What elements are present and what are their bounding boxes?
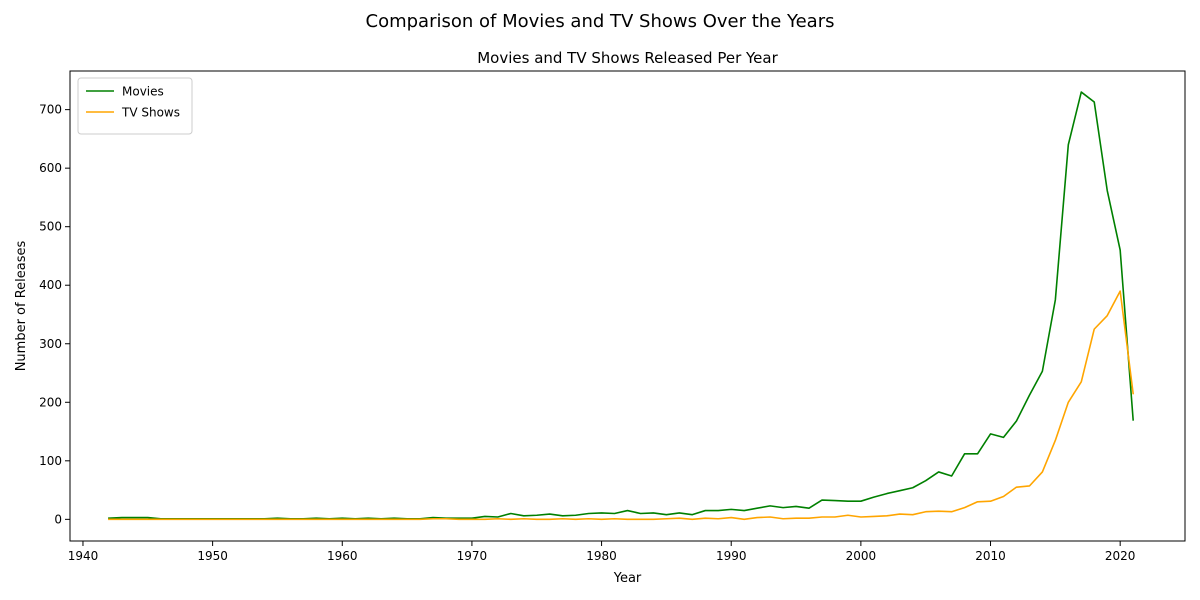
x-tick-label: 1970 xyxy=(457,549,488,563)
legend-frame xyxy=(77,77,193,135)
y-tick-label: 400 xyxy=(39,278,62,292)
legend-label-movies: Movies xyxy=(122,85,164,99)
y-tick-label: 0 xyxy=(54,512,62,526)
figure-suptitle: Comparison of Movies and TV Shows Over t… xyxy=(366,11,835,32)
y-tick-label: 600 xyxy=(39,161,62,175)
x-tick-label: 2000 xyxy=(846,549,877,563)
x-tick-label: 1990 xyxy=(716,549,747,563)
x-tick-label: 2020 xyxy=(1105,549,1136,563)
legend-label-tv-shows: TV Shows xyxy=(121,106,180,120)
y-tick-label: 700 xyxy=(39,103,62,117)
chart-title: Movies and TV Shows Released Per Year xyxy=(477,49,778,67)
y-tick-label: 200 xyxy=(39,395,62,409)
y-tick-label: 300 xyxy=(39,337,62,351)
legend: Movies TV Shows xyxy=(77,77,193,135)
x-tick-label: 1980 xyxy=(586,549,617,563)
x-tick-label: 1960 xyxy=(327,549,358,563)
x-tick-label: 1940 xyxy=(68,549,99,563)
y-axis-label: Number of Releases xyxy=(14,240,29,371)
y-tick-label: 500 xyxy=(39,220,62,234)
series-line-movies xyxy=(108,91,1134,520)
x-tick-label: 2010 xyxy=(975,549,1006,563)
tick-layer: 1940 1950 1960 1970 1980 1990 2000 2010 2020 0 100… xyxy=(39,103,1135,563)
x-tick-label: 1950 xyxy=(197,549,228,563)
plot-frame xyxy=(69,70,1186,542)
series-layer xyxy=(108,91,1135,521)
y-tick-label: 100 xyxy=(39,454,62,468)
series-line-tv-shows xyxy=(108,290,1135,521)
x-axis-label: Year xyxy=(613,571,642,586)
